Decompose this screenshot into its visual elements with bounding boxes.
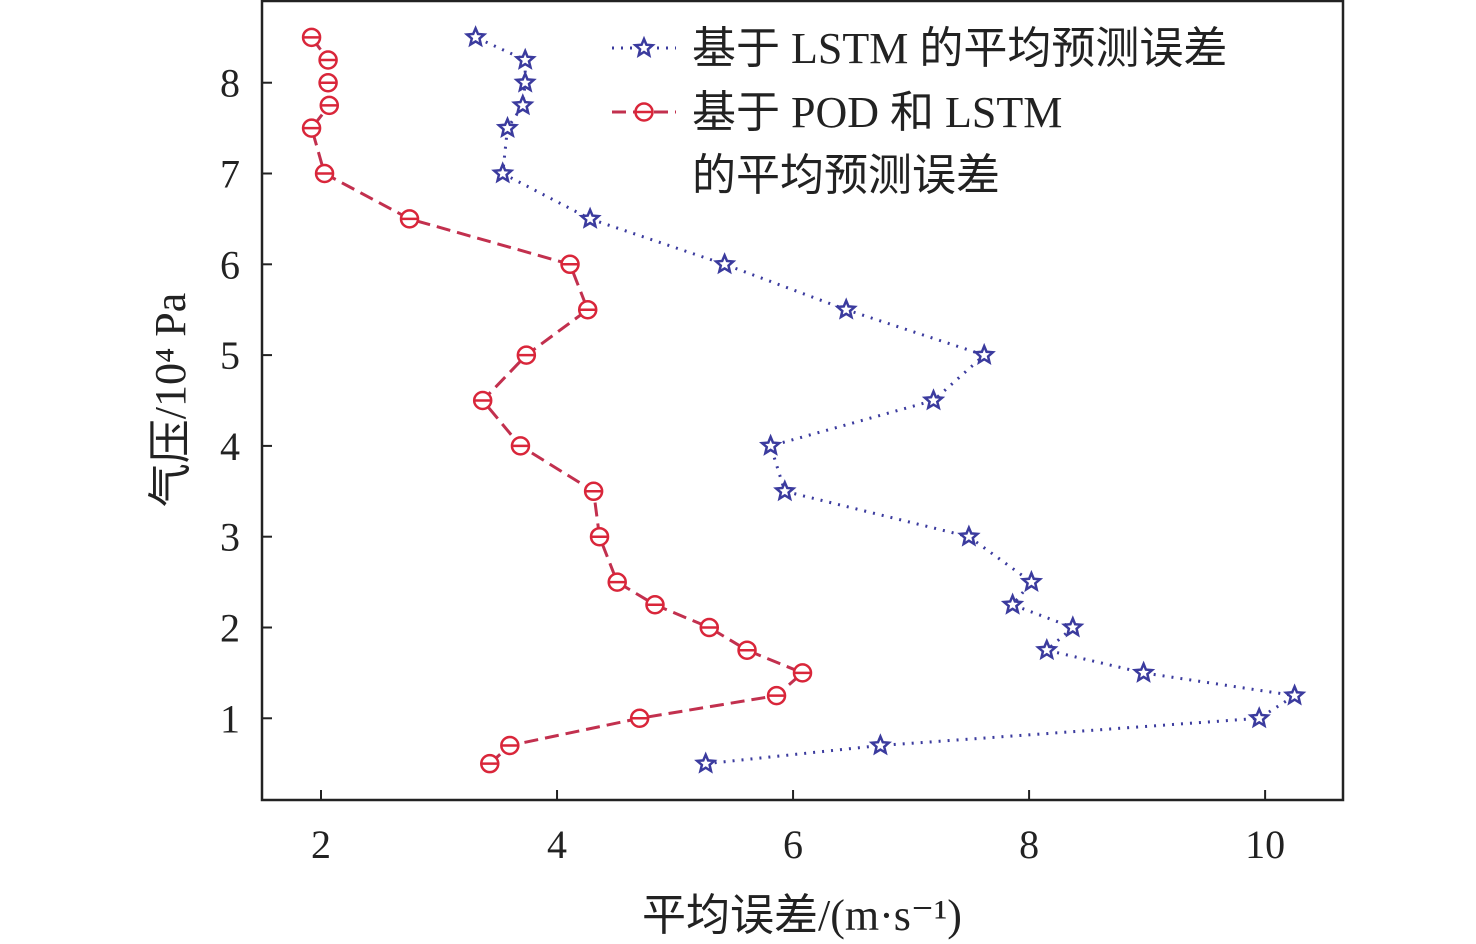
data-point-circle (500, 735, 520, 756)
data-point-star (578, 206, 602, 229)
x-tick-label: 4 (547, 822, 567, 867)
data-point-circle (318, 50, 338, 70)
y-tick-label: 2 (220, 605, 240, 650)
data-point-star (1061, 615, 1085, 638)
series-layer (301, 25, 1307, 774)
data-point-circle (560, 254, 580, 275)
series-line-1 (309, 36, 806, 765)
y-axis-label: 气压/10⁴ Pa (146, 293, 195, 508)
data-point-circle (577, 299, 598, 320)
plot-frame (260, 0, 1345, 802)
data-point-circle (645, 595, 665, 615)
data-point-circle (480, 753, 500, 774)
y-tick-label: 7 (220, 152, 240, 197)
legend-label-pod-line2: 的平均预测误差 (692, 151, 1000, 200)
data-point-star (491, 161, 515, 184)
legend-label-pod-line1: 基于 POD 和 LSTM (692, 88, 1062, 137)
data-point-star (957, 524, 981, 547)
x-tick-label: 6 (783, 822, 803, 867)
x-axis: 2 4 6 8 10 (311, 790, 1285, 867)
data-point-star (1247, 706, 1271, 729)
y-tick-label: 4 (220, 424, 240, 469)
y-tick-label: 3 (220, 515, 240, 560)
legend-label-lstm: 基于 LSTM 的平均预测误差 (692, 24, 1227, 73)
data-point-circle (510, 436, 531, 456)
data-point-star (773, 479, 797, 502)
data-point-star (694, 751, 718, 774)
data-point-circle (589, 526, 610, 547)
data-point-star (513, 70, 537, 93)
data-point-circle (399, 209, 420, 229)
data-point-star (1035, 637, 1059, 661)
data-point-circle (629, 708, 650, 729)
legend-star-icon (632, 35, 656, 58)
data-point-circle (792, 663, 813, 683)
data-point-circle (318, 72, 338, 93)
data-point-circle (301, 118, 322, 138)
y-tick-label: 5 (220, 333, 240, 378)
data-point-star (713, 252, 737, 275)
y-axis: 1 2 3 4 5 6 7 8 (220, 61, 272, 741)
y-tick-label: 1 (220, 696, 240, 741)
series-line-0 (474, 35, 1299, 766)
x-axis-label: 平均误差/(m·s⁻¹) (642, 891, 962, 940)
data-point-circle (766, 685, 787, 706)
data-point-star (921, 388, 946, 411)
data-point-circle (583, 481, 604, 502)
data-point-circle (314, 163, 335, 184)
data-point-star (463, 25, 488, 48)
data-point-circle (737, 640, 757, 660)
data-point-star (1131, 660, 1156, 683)
y-tick-label: 6 (220, 242, 240, 287)
data-point-circle (472, 390, 493, 411)
x-tick-label: 8 (1019, 822, 1039, 867)
legend-circle-icon (634, 102, 654, 122)
data-point-star (1019, 569, 1044, 593)
data-point-star (1282, 683, 1307, 706)
data-point-star (513, 47, 537, 70)
x-tick-label: 2 (311, 822, 331, 867)
legend-star (632, 35, 656, 58)
x-tick-label: 10 (1245, 822, 1285, 867)
legend-circle (634, 102, 654, 122)
data-point-star (495, 115, 520, 139)
data-point-star (972, 342, 996, 366)
data-point-star (511, 93, 535, 116)
data-point-circle (516, 345, 537, 365)
data-point-star (758, 433, 783, 456)
data-point-circle (319, 95, 340, 116)
data-point-star (868, 733, 892, 756)
data-point-circle (607, 572, 627, 592)
data-point-star (1000, 592, 1025, 615)
data-point-circle (699, 617, 720, 638)
y-tick-label: 8 (220, 61, 240, 106)
data-point-circle (301, 27, 322, 48)
data-point-star (834, 297, 858, 320)
legend: 基于 LSTM 的平均预测误差 基于 POD 和 LSTM 的平均预测误差 (612, 24, 1227, 200)
